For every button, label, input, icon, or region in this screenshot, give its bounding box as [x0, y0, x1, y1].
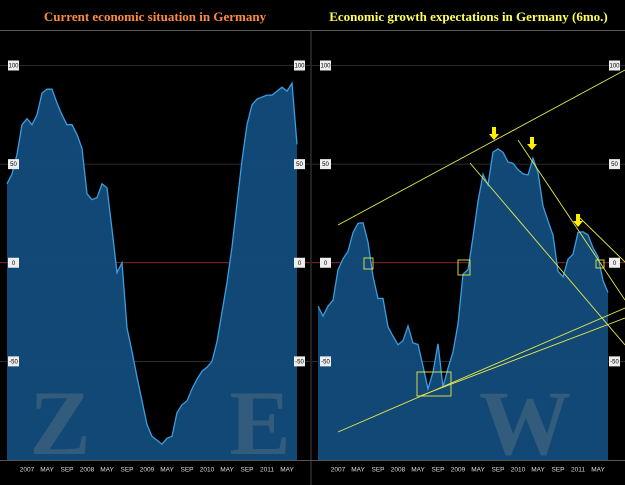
x-tick-label: MAY	[531, 467, 545, 474]
trend-line	[469, 162, 625, 346]
y-tick-box	[8, 257, 19, 268]
y-tick-box	[8, 159, 19, 170]
y-tick-box	[8, 356, 19, 367]
plot: Z E -50 -50 0 0 50 50 100 100	[0, 60, 310, 474]
area	[7, 83, 297, 460]
x-tick-label: SEP	[180, 467, 193, 474]
x-tick-label: SEP	[60, 467, 73, 474]
highlight-box	[595, 259, 605, 269]
watermark: Z	[29, 372, 90, 474]
trend-line	[337, 69, 625, 226]
x-tick-label: 2009	[451, 467, 466, 474]
y-tick-label: -50	[9, 359, 18, 365]
x-tick-label: MAY	[40, 467, 54, 474]
x-tick-label: 2007	[331, 467, 346, 474]
y-tick-label: 50	[322, 162, 329, 168]
x-tick-label: 2010	[200, 467, 215, 474]
highlight-box	[457, 259, 471, 276]
y-tick-label: 100	[609, 64, 620, 70]
x-tick-label: MAY	[471, 467, 485, 474]
y-tick-box	[320, 159, 331, 170]
plot: W -50 -50 0 0 50 50 100 100	[312, 60, 625, 474]
y-tick-label: 100	[294, 64, 305, 70]
y-tick-box	[294, 257, 305, 268]
x-tick-label: 2011	[260, 467, 274, 474]
x-tick-label: SEP	[371, 467, 384, 474]
trend-line	[579, 217, 625, 263]
trend-line	[517, 139, 625, 301]
x-tick-label: MAY	[591, 467, 605, 474]
x-tick-label: SEP	[240, 467, 253, 474]
y-tick-box	[609, 60, 620, 71]
y-tick-label: 100	[320, 64, 331, 70]
y-tick-label: 0	[298, 261, 302, 267]
y-tick-box	[609, 257, 620, 268]
x-tick-label: MAY	[351, 467, 365, 474]
x-tick-label: 2008	[80, 467, 95, 474]
chart-title: Economic growth expectations in Germany …	[329, 9, 608, 24]
watermark: E	[229, 372, 290, 474]
y-tick-label: 0	[324, 261, 328, 267]
chart-title: Current economic situation in Germany	[44, 9, 267, 24]
trend-line	[337, 307, 625, 433]
y-tick-label: 50	[611, 162, 618, 168]
y-tick-label: 50	[296, 162, 303, 168]
x-tick-label: 2008	[391, 467, 406, 474]
x-tick-label: 2011	[571, 467, 585, 474]
x-tick-label: 2007	[20, 467, 35, 474]
arrow	[573, 214, 583, 227]
y-tick-box	[320, 60, 331, 71]
y-tick-label: 0	[12, 261, 16, 267]
y-tick-label: 0	[613, 261, 617, 267]
y-tick-box	[294, 159, 305, 170]
x-tick-label: SEP	[551, 467, 564, 474]
y-tick-box	[294, 356, 305, 367]
x-tick-label: 2010	[511, 467, 526, 474]
y-tick-box	[8, 60, 19, 71]
y-tick-box	[294, 60, 305, 71]
watermark: W	[479, 372, 571, 474]
x-tick-label: MAY	[280, 467, 294, 474]
y-tick-box	[609, 356, 620, 367]
arrow	[527, 137, 537, 150]
trend-line	[419, 317, 625, 397]
annotations	[337, 69, 625, 433]
y-tick-box	[609, 159, 620, 170]
area	[318, 148, 608, 460]
y-tick-label: -50	[610, 359, 619, 365]
highlight-box	[363, 257, 374, 270]
y-tick-box	[320, 356, 331, 367]
line	[6, 81, 298, 446]
x-tick-label: MAY	[160, 467, 174, 474]
highlight-box	[416, 371, 452, 397]
arrow	[489, 127, 499, 140]
x-tick-label: SEP	[120, 467, 133, 474]
x-tick-label: MAY	[411, 467, 425, 474]
y-tick-label: -50	[321, 359, 330, 365]
y-tick-box	[320, 257, 331, 268]
x-tick-label: 2009	[140, 467, 155, 474]
x-tick-label: MAY	[100, 467, 114, 474]
x-tick-label: SEP	[491, 467, 504, 474]
y-tick-label: 100	[8, 64, 19, 70]
plots: Z E -50 -50 0 0 50 50 100 100 2007 MAY SEP 2008 MAY SEP…	[0, 9, 625, 474]
x-tick-label: MAY	[220, 467, 234, 474]
x-tick-label: SEP	[431, 467, 444, 474]
y-tick-label: -50	[295, 359, 304, 365]
line	[317, 148, 609, 392]
y-tick-label: 50	[10, 162, 17, 168]
